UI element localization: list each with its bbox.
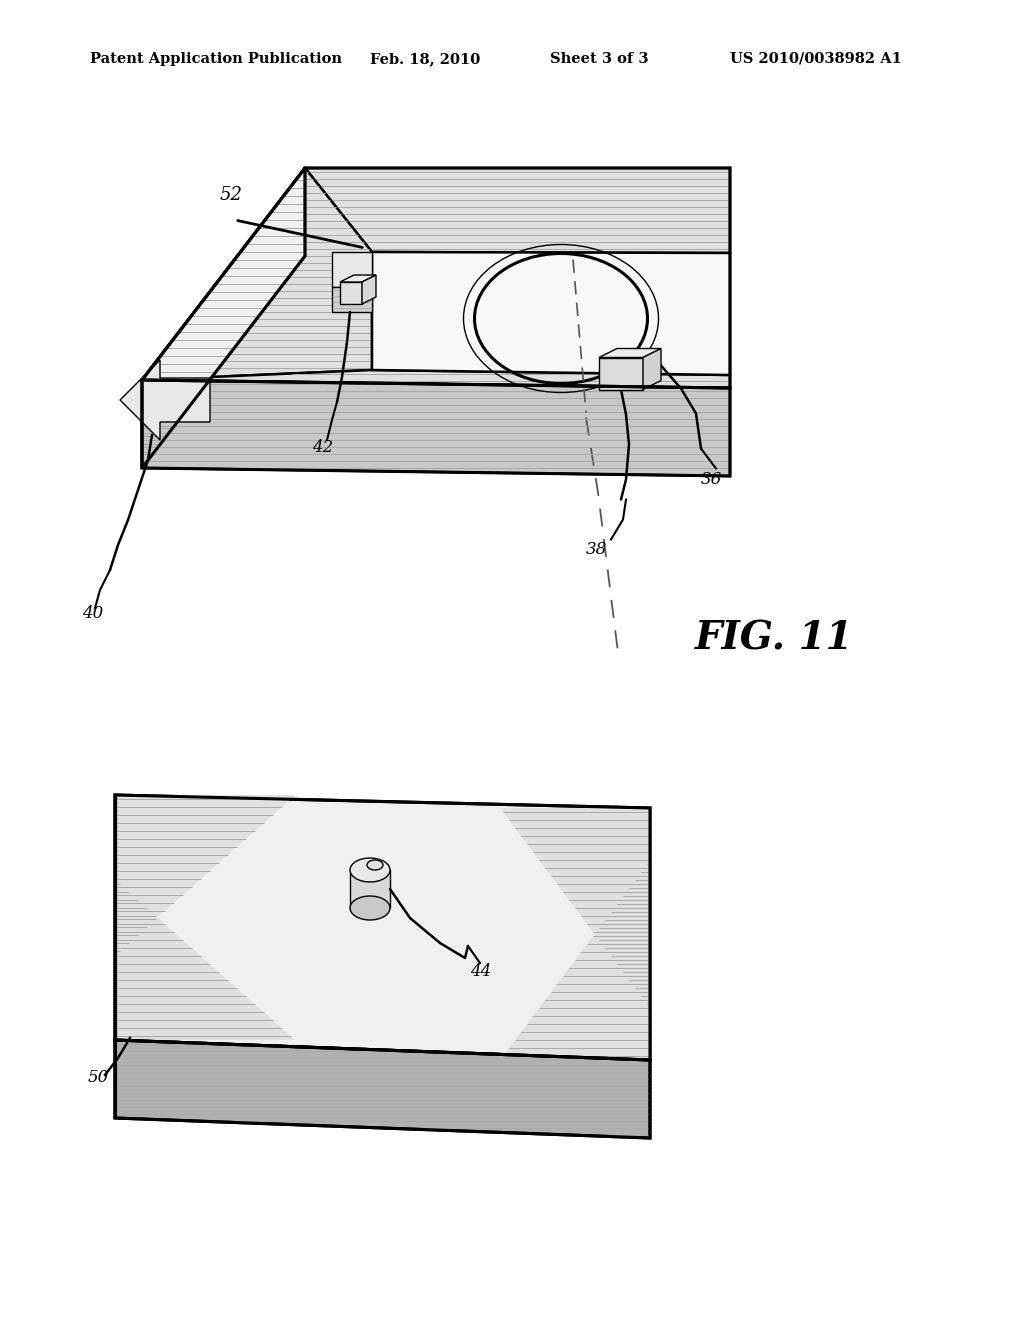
Polygon shape [115, 795, 295, 954]
Ellipse shape [367, 861, 383, 870]
Ellipse shape [350, 896, 390, 920]
Polygon shape [362, 275, 376, 304]
Polygon shape [120, 360, 210, 440]
Ellipse shape [350, 858, 390, 882]
Text: Sheet 3 of 3: Sheet 3 of 3 [550, 51, 648, 66]
Text: Feb. 18, 2010: Feb. 18, 2010 [370, 51, 480, 66]
Polygon shape [599, 348, 662, 358]
Polygon shape [599, 358, 643, 389]
Text: Patent Application Publication: Patent Application Publication [90, 51, 342, 66]
Polygon shape [142, 370, 730, 388]
Text: 44: 44 [470, 964, 492, 979]
Polygon shape [142, 168, 372, 380]
Polygon shape [350, 870, 390, 908]
Polygon shape [332, 252, 372, 286]
Polygon shape [332, 286, 372, 312]
Polygon shape [115, 880, 295, 1040]
Polygon shape [305, 168, 730, 253]
Polygon shape [115, 1040, 650, 1138]
Polygon shape [340, 282, 362, 304]
Polygon shape [115, 795, 650, 1060]
Polygon shape [643, 348, 662, 389]
Text: FIG. 11: FIG. 11 [695, 620, 854, 657]
Text: 36: 36 [701, 470, 722, 487]
Polygon shape [340, 275, 376, 282]
Polygon shape [142, 380, 730, 477]
Polygon shape [500, 808, 650, 1008]
Polygon shape [142, 168, 305, 469]
Text: 38: 38 [586, 541, 607, 558]
Text: 50: 50 [88, 1069, 110, 1086]
Text: US 2010/0038982 A1: US 2010/0038982 A1 [730, 51, 902, 66]
Text: 52: 52 [220, 186, 243, 205]
Text: 40: 40 [82, 605, 103, 622]
Polygon shape [372, 252, 730, 375]
Polygon shape [500, 861, 650, 1060]
Text: 42: 42 [312, 440, 333, 455]
